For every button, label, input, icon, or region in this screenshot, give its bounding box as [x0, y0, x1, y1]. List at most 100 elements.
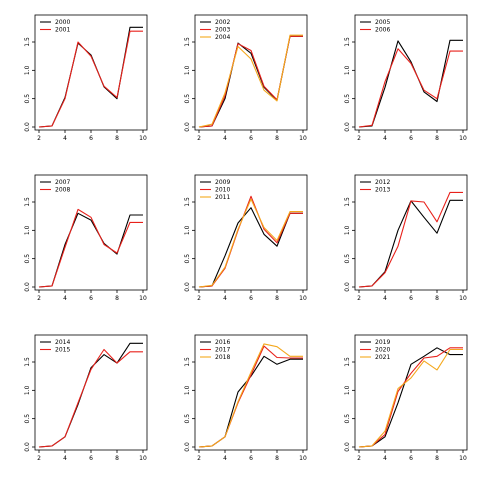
legend-label: 2009	[215, 179, 230, 186]
y-tick-label: 0.0	[24, 282, 31, 292]
x-tick-label: 4	[223, 135, 227, 142]
series-line-2019	[358, 347, 463, 448]
y-tick-label: 0.5	[344, 414, 351, 424]
x-tick-label: 4	[63, 455, 67, 462]
plot-frame	[194, 174, 308, 291]
y-tick-label: 0.0	[24, 442, 31, 452]
x-tick-label: 4	[383, 135, 387, 142]
x-tick-label: 8	[115, 295, 119, 302]
y-tick-label: 0.5	[344, 254, 351, 264]
y-tick-label: 1.5	[24, 357, 31, 367]
series-line-2017	[198, 345, 303, 448]
series-line-2007	[38, 212, 143, 288]
y-tick-label: 1.5	[344, 37, 351, 47]
y-tick-label: 0.0	[184, 282, 191, 292]
y-tick-label: 1.5	[344, 357, 351, 367]
legend-label: 2014	[55, 339, 70, 346]
legend-label: 2021	[375, 354, 390, 361]
y-tick-label: 0.5	[184, 94, 191, 104]
y-tick-label: 1.5	[184, 37, 191, 47]
legend-label: 2017	[215, 347, 230, 354]
y-tick-label: 1.0	[344, 385, 351, 395]
legend-label: 2013	[375, 187, 390, 194]
plot-frame	[194, 334, 308, 451]
legend-label: 2012	[375, 179, 390, 186]
x-tick-label: 2	[197, 295, 201, 302]
series-line-2006	[358, 48, 463, 128]
x-tick-label: 2	[37, 295, 41, 302]
series-line-2005	[358, 39, 463, 128]
x-tick-label: 10	[459, 135, 467, 142]
x-tick-label: 6	[89, 295, 93, 302]
legend-label: 2010	[215, 187, 230, 194]
y-tick-label: 0.5	[24, 94, 31, 104]
x-tick-label: 4	[63, 295, 67, 302]
x-tick-label: 6	[249, 295, 253, 302]
series-line-2008	[38, 208, 143, 288]
y-tick-label: 0.0	[344, 442, 351, 452]
y-tick-label: 0.5	[24, 414, 31, 424]
x-tick-label: 8	[275, 295, 279, 302]
x-tick-label: 4	[383, 295, 387, 302]
x-tick-label: 6	[409, 135, 413, 142]
series-line-2016	[198, 355, 303, 448]
series-line-2004	[198, 34, 303, 128]
x-tick-label: 8	[435, 455, 439, 462]
x-tick-label: 6	[89, 135, 93, 142]
x-tick-label: 10	[139, 295, 147, 302]
legend-label: 2007	[55, 179, 70, 186]
plot-frame	[34, 174, 148, 291]
series-line-2010	[198, 195, 303, 288]
series-line-2001	[38, 30, 143, 128]
x-tick-label: 4	[63, 135, 67, 142]
legend-label: 2001	[55, 27, 70, 34]
x-tick-label: 4	[223, 295, 227, 302]
y-tick-label: 0.0	[344, 282, 351, 292]
y-tick-label: 1.0	[184, 65, 191, 75]
series-line-2020	[358, 347, 463, 448]
x-tick-label: 8	[115, 455, 119, 462]
x-tick-label: 10	[459, 455, 467, 462]
legend-label: 2002	[215, 19, 230, 26]
x-tick-label: 10	[299, 295, 307, 302]
y-tick-label: 1.0	[184, 225, 191, 235]
y-tick-label: 1.0	[184, 385, 191, 395]
legend-label: 2006	[375, 27, 390, 34]
legend-label: 2015	[55, 347, 70, 354]
y-tick-label: 1.5	[24, 197, 31, 207]
legend-label: 2008	[55, 187, 70, 194]
x-tick-label: 10	[139, 135, 147, 142]
y-tick-label: 0.0	[344, 122, 351, 132]
plot-frame	[354, 14, 468, 131]
y-tick-label: 0.5	[184, 414, 191, 424]
x-tick-label: 8	[435, 135, 439, 142]
x-tick-label: 6	[249, 135, 253, 142]
series-line-2011	[198, 198, 303, 288]
x-tick-label: 6	[409, 455, 413, 462]
y-tick-label: 1.5	[24, 37, 31, 47]
x-tick-label: 2	[357, 455, 361, 462]
x-tick-label: 10	[459, 295, 467, 302]
plot-frame	[354, 334, 468, 451]
x-tick-label: 2	[37, 455, 41, 462]
x-tick-label: 2	[37, 135, 41, 142]
x-tick-label: 6	[249, 455, 253, 462]
x-tick-label: 8	[275, 455, 279, 462]
legend-label: 2005	[375, 19, 390, 26]
y-tick-label: 0.5	[24, 254, 31, 264]
x-tick-label: 10	[299, 135, 307, 142]
legend-label: 2020	[375, 347, 390, 354]
legend-label: 2000	[55, 19, 70, 26]
x-tick-label: 10	[299, 455, 307, 462]
x-tick-label: 4	[383, 455, 387, 462]
y-tick-label: 1.5	[184, 357, 191, 367]
y-tick-label: 1.0	[24, 65, 31, 75]
x-tick-label: 6	[409, 295, 413, 302]
